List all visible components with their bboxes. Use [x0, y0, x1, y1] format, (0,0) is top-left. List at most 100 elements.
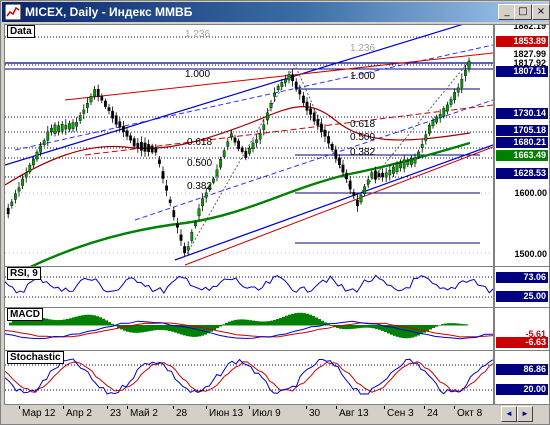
macd-bar: [444, 323, 447, 326]
candle-body: [10, 201, 14, 206]
fib-label-1000-right: 1.000: [350, 71, 375, 82]
candle-body: [229, 133, 233, 138]
candle-body: [420, 144, 424, 148]
macd-bar: [327, 324, 330, 326]
candle-body: [204, 192, 208, 198]
time-axis-label: Май 2: [130, 408, 158, 419]
candle-body: [431, 120, 435, 127]
macd-bar: [213, 325, 216, 331]
title-bar[interactable]: MICEX, Daily - Индекс ММВБ _ □ ×: [2, 2, 550, 22]
axis-value-tag: 1628.53: [496, 168, 548, 179]
candle-body: [305, 101, 309, 111]
macd-bar: [9, 322, 12, 326]
axis-value-tag: 1705.18: [496, 125, 548, 136]
candle-body: [287, 74, 291, 81]
candle-body: [384, 172, 388, 178]
price-chart[interactable]: 1.236 1.236 1.000 1.000 0.618 0.500 0.38…: [5, 25, 493, 266]
macd-bar: [432, 325, 435, 328]
candle-body: [320, 123, 323, 132]
candle-body: [68, 123, 71, 130]
macd-bar: [342, 325, 345, 330]
candle-body: [60, 124, 64, 132]
candle-body: [82, 109, 86, 114]
candle-body: [399, 162, 402, 169]
macd-bar: [339, 325, 342, 329]
candle-body: [183, 246, 186, 254]
candle-body: [143, 142, 147, 152]
macd-bar: [57, 320, 60, 326]
candle-body: [161, 171, 165, 179]
candle-body: [446, 104, 449, 112]
macd-bar: [18, 318, 21, 326]
macd-bar: [135, 325, 138, 333]
price-pane[interactable]: Data: [4, 24, 494, 267]
candlestick-series: [6, 57, 471, 257]
macd-bar: [261, 321, 264, 326]
candle-body: [89, 95, 93, 103]
scroll-left-button[interactable]: ◄: [501, 406, 517, 422]
candle-body: [139, 142, 143, 151]
candle-body: [341, 164, 345, 173]
candle-body: [215, 169, 219, 177]
macd-bar: [60, 319, 63, 326]
macd-bar: [405, 325, 408, 339]
candle-body: [460, 78, 464, 88]
macd-bar: [282, 316, 285, 326]
candle-body: [363, 186, 366, 194]
candle-body: [211, 178, 215, 183]
candle-body: [222, 150, 226, 157]
candle-body: [464, 70, 467, 76]
macd-bar: [426, 325, 429, 332]
candle-body: [64, 124, 68, 130]
rsi-pane[interactable]: RSI, 9: [4, 266, 494, 308]
macd-pane[interactable]: MACD: [4, 307, 494, 351]
macd-bar: [441, 324, 444, 326]
macd-bar: [174, 325, 177, 333]
macd-bar: [192, 325, 195, 337]
macd-bar: [450, 323, 453, 326]
macd-bar: [252, 320, 255, 326]
candle-body: [78, 115, 82, 121]
time-axis-label: 24: [427, 408, 439, 419]
macd-bar: [99, 317, 102, 326]
macd-bar: [237, 319, 240, 326]
macd-bar: [447, 323, 450, 326]
candle-body: [345, 172, 348, 180]
macd-bar: [438, 325, 441, 326]
macd-bar: [141, 325, 144, 333]
candle-body: [406, 160, 410, 165]
time-axis-label: Авг 13: [339, 408, 369, 419]
candle-body: [125, 130, 129, 137]
macd-bar: [102, 318, 105, 326]
macd-bar: [387, 325, 390, 334]
candle-body: [273, 92, 276, 97]
macd-bar: [63, 319, 66, 326]
macd-bar: [309, 314, 312, 326]
maximize-button[interactable]: □: [514, 4, 532, 20]
macd-bar: [228, 321, 231, 326]
price-axis[interactable]: 1882.19 1853.89 1827.99 1817.92 1807.51 1730.…: [494, 24, 550, 267]
time-axis-label: Июн 13: [209, 408, 244, 419]
candle-body: [424, 134, 428, 141]
candle-body: [276, 86, 280, 90]
time-axis-tick: [384, 406, 385, 409]
close-button[interactable]: ×: [532, 4, 550, 20]
candle-body: [39, 145, 43, 153]
axis-value-tag: 25.00: [496, 291, 548, 302]
time-axis-label: Сен 3: [387, 408, 414, 419]
macd-bar: [390, 325, 393, 335]
macd-bar: [363, 325, 366, 328]
price-tick-label: 1500.00: [514, 249, 547, 259]
macd-bar: [147, 325, 150, 332]
candle-body: [165, 185, 168, 191]
time-axis-tick: [336, 406, 337, 409]
stochastic-pane[interactable]: Stochastic: [4, 350, 494, 405]
candle-body: [428, 124, 431, 134]
candle-body: [294, 81, 298, 89]
macd-bar: [72, 317, 75, 326]
time-axis-label: Мар 12: [22, 408, 56, 419]
scroll-right-button[interactable]: ►: [517, 406, 533, 422]
macd-bar: [117, 325, 120, 328]
macd-bar: [42, 318, 45, 326]
axis-value-tag: 1827.99: [496, 49, 548, 60]
